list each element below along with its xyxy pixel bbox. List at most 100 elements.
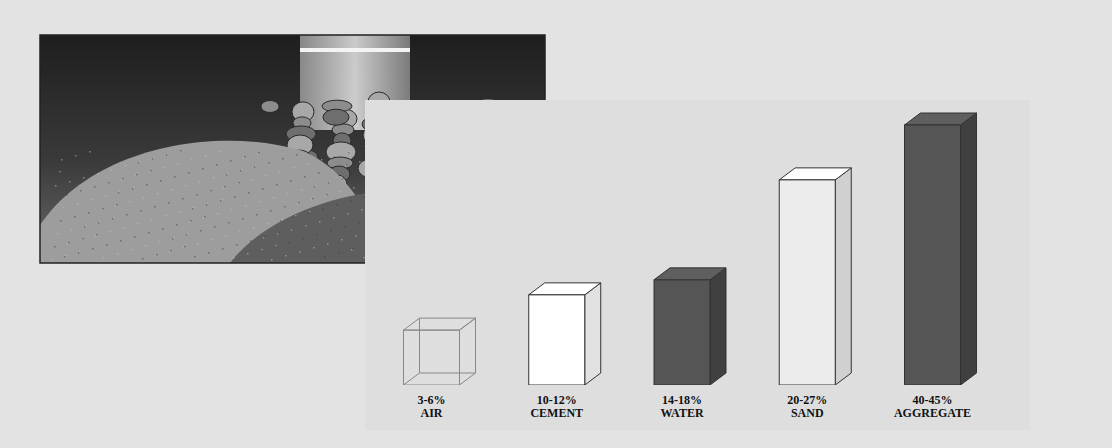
grain-dot — [111, 169, 113, 171]
grain-dot — [142, 258, 144, 260]
chart-panel — [365, 100, 1030, 430]
grain-dot — [295, 215, 297, 217]
grain-dot — [325, 195, 327, 197]
grain-dot — [50, 150, 52, 152]
tick-label: 14-18%WATER — [660, 393, 703, 421]
grain-dot — [162, 228, 164, 230]
grain-dot — [285, 255, 287, 257]
grain-dot — [54, 246, 56, 248]
grain-dot — [353, 187, 355, 189]
grain-dot — [348, 152, 350, 154]
grain-dot — [324, 256, 326, 258]
background — [0, 0, 1112, 448]
grain-dot — [57, 233, 59, 235]
grain-dot — [298, 202, 300, 204]
grain-dot — [287, 193, 289, 195]
grain-dot — [308, 212, 310, 214]
grain-dot — [223, 187, 225, 189]
grain-dot — [347, 213, 349, 215]
grain-dot — [273, 197, 275, 199]
grain-dot — [351, 249, 353, 251]
tick-label: 10-12%CEMENT — [530, 393, 583, 421]
grain-dot — [342, 178, 344, 180]
grain-dot — [66, 194, 68, 196]
grain-dot — [281, 219, 283, 221]
tick: 10-12%CEMENT — [530, 391, 583, 420]
grain-dot — [345, 165, 347, 167]
grain-dot — [143, 197, 145, 199]
grain-dot — [202, 168, 204, 170]
grain-dot — [83, 177, 85, 179]
grain-dot — [275, 245, 277, 247]
grain-dot — [210, 190, 212, 192]
grain-dot — [338, 252, 340, 254]
grain-dot — [358, 222, 360, 224]
grain-dot — [109, 231, 111, 233]
grain-dot — [243, 157, 245, 159]
bar-top — [905, 113, 977, 125]
grain-dot — [206, 204, 208, 206]
grain-dot — [204, 216, 206, 218]
grain-dot — [226, 174, 228, 176]
grain-dot — [309, 211, 311, 213]
grain-dot — [177, 163, 179, 165]
grain-dot — [291, 229, 293, 231]
grain-dot — [278, 232, 280, 234]
grain-dot — [156, 254, 158, 256]
grain-dot — [240, 170, 242, 172]
grain-dot — [213, 177, 215, 179]
grain-dot — [59, 171, 61, 173]
grain-dot — [184, 246, 186, 248]
grain-dot — [259, 201, 261, 203]
grain-dot — [296, 154, 298, 156]
bar — [403, 330, 459, 385]
grain-dot — [117, 253, 119, 255]
grain-dot — [120, 240, 122, 242]
grain-dot — [208, 252, 210, 254]
grain-dot — [344, 226, 346, 228]
grain-dot — [231, 209, 233, 211]
bar-group — [905, 113, 977, 385]
grain-dot — [67, 243, 69, 245]
grain-dot — [333, 217, 335, 219]
grain-dot — [151, 219, 153, 221]
grain-dot — [191, 159, 193, 161]
grain-dot — [58, 172, 60, 174]
grain-dot — [293, 167, 295, 169]
grain-dot — [78, 252, 80, 254]
grain-dot — [361, 209, 363, 211]
grain-dot — [288, 242, 290, 244]
grain-dot — [62, 158, 64, 160]
grain-dot — [119, 191, 121, 193]
grain-dot — [335, 155, 337, 157]
grain-dot — [140, 210, 142, 212]
grain-dot — [100, 160, 102, 162]
grain-dot — [61, 159, 63, 161]
bar — [905, 125, 961, 385]
grain-dot — [282, 158, 284, 160]
grain-dot — [155, 255, 157, 257]
grain-dot — [149, 171, 151, 173]
bar-group — [779, 168, 851, 385]
grain-dot — [86, 164, 88, 166]
grain-dot — [115, 205, 117, 207]
bar-side — [710, 268, 726, 385]
tick: 14-18%WATER — [660, 391, 703, 420]
grain-dot — [85, 225, 87, 227]
grain-dot — [79, 251, 81, 253]
grain-dot — [118, 192, 120, 194]
grain-dot — [268, 162, 270, 164]
grain-dot — [297, 203, 299, 205]
grain-dot — [228, 222, 230, 224]
grain-dot — [236, 244, 238, 246]
grain-dot — [220, 200, 222, 202]
grain-dot — [98, 222, 100, 224]
grain-dot — [157, 193, 159, 195]
grain-dot — [248, 192, 250, 194]
grain-dot — [126, 214, 128, 216]
grain-dot — [362, 258, 364, 260]
grain-dot — [290, 180, 292, 182]
grain-dot — [193, 207, 195, 209]
grain-dot — [262, 188, 264, 190]
grain-dot — [315, 185, 317, 187]
